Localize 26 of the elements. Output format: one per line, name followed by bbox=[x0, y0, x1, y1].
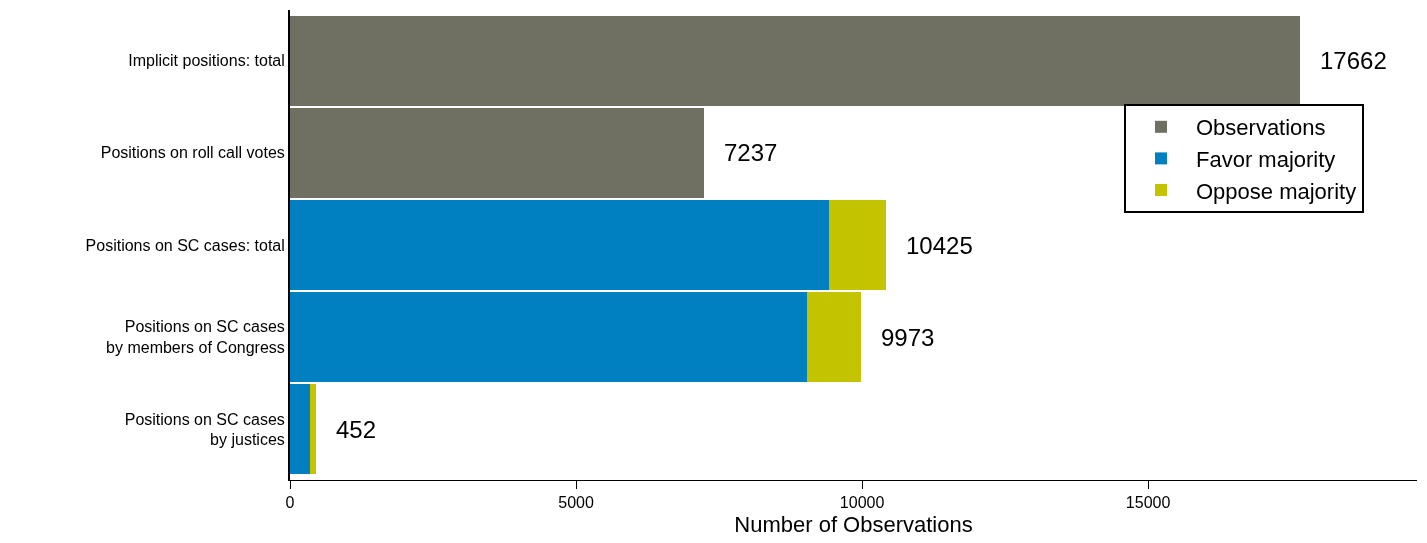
y-tick-label: Positions on SC cases by justices bbox=[124, 410, 285, 449]
x-axis-title: Number of Observations bbox=[734, 512, 973, 538]
bar bbox=[310, 384, 316, 475]
bar bbox=[290, 292, 808, 383]
total-label: 7237 bbox=[724, 139, 778, 166]
total-label: 10425 bbox=[906, 232, 973, 259]
x-tick-label: 5000 bbox=[558, 494, 594, 512]
bar bbox=[290, 384, 311, 475]
x-tick-label: 10000 bbox=[839, 494, 885, 512]
y-tick-label: Implicit positions: total bbox=[128, 52, 285, 70]
total-label: 9973 bbox=[881, 324, 935, 351]
legend-label: Oppose majority bbox=[1195, 178, 1357, 204]
bar bbox=[290, 15, 1301, 106]
legend-label: Favor majority bbox=[1195, 146, 1336, 172]
x-tick-label: 0 bbox=[285, 494, 295, 512]
bar bbox=[807, 292, 861, 383]
legend-label: Observations bbox=[1195, 115, 1326, 141]
total-label: 452 bbox=[336, 416, 377, 443]
bar bbox=[829, 199, 887, 291]
y-tick-label: Positions on SC cases: total bbox=[85, 236, 285, 254]
x-tick-label: 15000 bbox=[1125, 494, 1171, 512]
y-tick-label: Positions on roll call votes bbox=[100, 144, 285, 162]
bar bbox=[290, 107, 705, 198]
y-tick-label: Positions on SC cases by members of Congress bbox=[106, 318, 285, 357]
total-label: 17662 bbox=[1320, 47, 1387, 74]
bar bbox=[290, 199, 830, 291]
